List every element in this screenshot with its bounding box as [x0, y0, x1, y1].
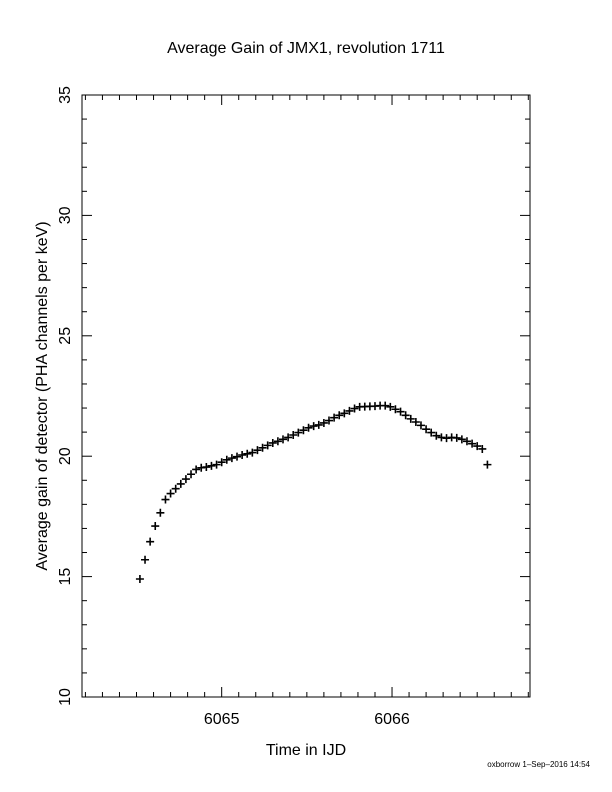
point: [299, 426, 308, 435]
point: [314, 420, 323, 429]
point: [263, 441, 272, 450]
point: [294, 428, 303, 437]
point: [161, 495, 170, 504]
point: [207, 461, 216, 470]
point: [238, 450, 247, 459]
point: [181, 475, 190, 484]
point: [396, 407, 405, 416]
point: [253, 446, 262, 455]
point: [309, 422, 318, 431]
chart-title: Average Gain of JMX1, revolution 1711: [167, 40, 445, 57]
point: [457, 435, 466, 444]
y-tick-label: 35: [57, 86, 74, 104]
point: [171, 484, 180, 493]
point: [187, 470, 196, 479]
point: [304, 423, 313, 432]
point: [289, 431, 298, 440]
point: [330, 413, 339, 422]
point: [406, 414, 415, 423]
point: [268, 438, 277, 447]
point: [151, 522, 160, 531]
point: [411, 418, 420, 427]
point: [422, 425, 431, 434]
point: [473, 442, 482, 451]
point: [135, 575, 144, 584]
y-tick-label: 20: [57, 447, 74, 465]
point: [340, 409, 349, 418]
point: [391, 405, 400, 414]
point: [141, 555, 150, 564]
point: [324, 416, 333, 425]
y-tick-label: 30: [57, 206, 74, 224]
point: [335, 411, 344, 420]
y-axis-label: Average gain of detector (PHA channels p…: [34, 221, 51, 570]
point: [217, 458, 226, 467]
point: [202, 463, 211, 472]
point: [227, 454, 236, 463]
point: [319, 418, 328, 427]
point: [416, 421, 425, 430]
point: [432, 431, 441, 440]
point: [192, 465, 201, 474]
point: [176, 479, 185, 488]
point: [248, 448, 257, 457]
point: [381, 401, 390, 410]
x-tick-label: 6066: [374, 711, 410, 728]
point: [279, 435, 288, 444]
point: [233, 452, 242, 461]
point: [427, 428, 436, 437]
point: [462, 437, 471, 446]
footer: oxborrow 1–Sep–2016 14:54: [487, 760, 590, 769]
y-tick-label: 10: [57, 688, 74, 706]
point: [273, 437, 282, 446]
y-tick-label: 25: [57, 327, 74, 345]
point: [468, 439, 477, 448]
point: [156, 508, 165, 517]
point: [243, 449, 252, 458]
point: [386, 402, 395, 411]
point: [258, 443, 267, 452]
x-tick-label: 6065: [204, 711, 240, 728]
point: [483, 460, 492, 469]
y-tick-label: 15: [57, 568, 74, 586]
point: [452, 433, 461, 442]
plot-frame: [81, 94, 531, 698]
point: [401, 411, 410, 420]
point: [212, 460, 221, 469]
point: [284, 433, 293, 442]
point: [345, 406, 354, 415]
point: [222, 455, 231, 464]
point: [478, 444, 487, 453]
x-axis-label: Time in IJD: [266, 742, 346, 759]
point: [166, 489, 175, 498]
point: [146, 537, 155, 546]
point: [350, 404, 359, 413]
